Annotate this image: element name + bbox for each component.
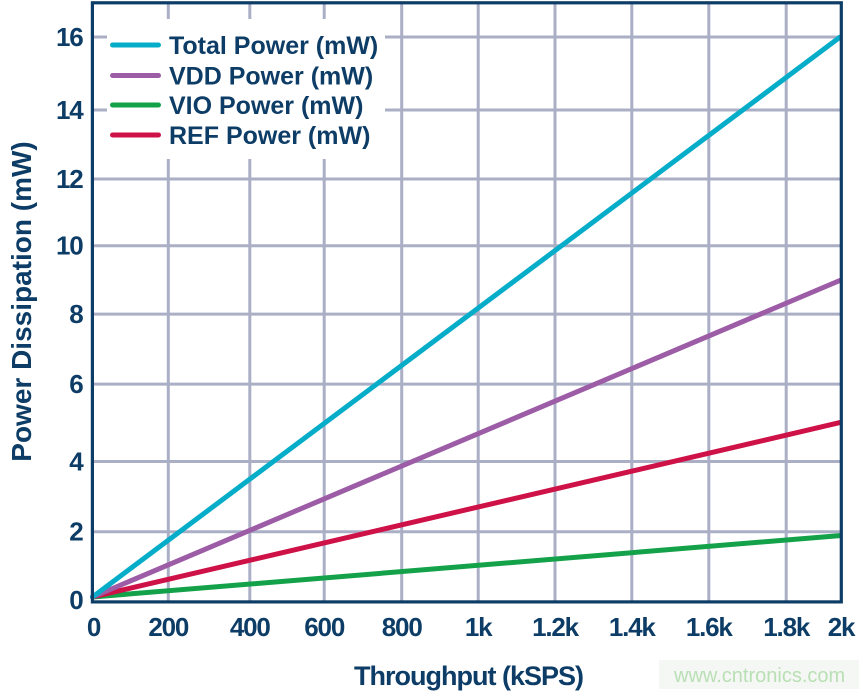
svg-text:1.2k: 1.2k xyxy=(532,612,580,642)
svg-text:1.4k: 1.4k xyxy=(609,612,657,642)
svg-text:www.cntronics.com: www.cntronics.com xyxy=(673,665,845,687)
svg-text:0: 0 xyxy=(69,585,83,615)
svg-text:1.8k: 1.8k xyxy=(763,612,811,642)
svg-text:VDD Power (mW): VDD Power (mW) xyxy=(169,62,373,90)
svg-text:REF Power (mW): REF Power (mW) xyxy=(169,122,370,150)
svg-text:6: 6 xyxy=(69,369,83,399)
svg-text:800: 800 xyxy=(382,612,423,642)
svg-text:VIO Power (mW): VIO Power (mW) xyxy=(169,92,363,120)
svg-text:Total Power (mW): Total Power (mW) xyxy=(169,32,378,60)
svg-text:12: 12 xyxy=(56,164,83,194)
svg-text:1.6k: 1.6k xyxy=(686,612,734,642)
svg-text:200: 200 xyxy=(148,612,189,642)
svg-text:8: 8 xyxy=(69,299,83,329)
svg-text:400: 400 xyxy=(230,612,271,642)
svg-text:2k: 2k xyxy=(828,612,856,642)
svg-text:2: 2 xyxy=(69,517,83,547)
svg-text:600: 600 xyxy=(304,612,345,642)
svg-text:4: 4 xyxy=(69,446,84,476)
svg-text:1k: 1k xyxy=(465,612,493,642)
svg-text:10: 10 xyxy=(56,231,83,261)
svg-text:0: 0 xyxy=(87,612,101,642)
svg-text:Power Dissipation (mW): Power Dissipation (mW) xyxy=(6,141,37,461)
svg-text:16: 16 xyxy=(56,22,83,52)
svg-text:14: 14 xyxy=(56,95,84,125)
svg-text:Throughput (kSPS): Throughput (kSPS) xyxy=(354,661,583,691)
